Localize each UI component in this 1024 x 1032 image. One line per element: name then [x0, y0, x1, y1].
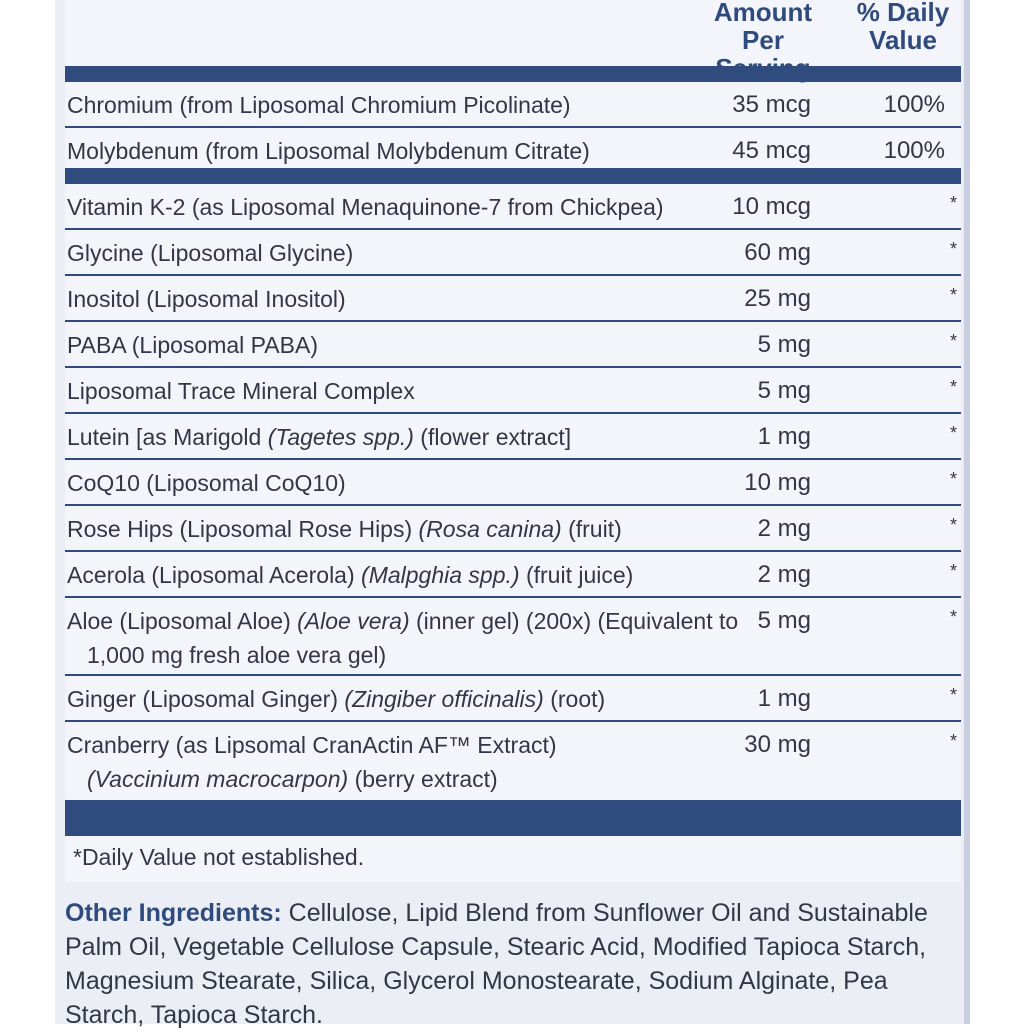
latin-name: (Zingiber officinalis)	[344, 686, 544, 712]
ingredient-name: PABA (Liposomal PABA)	[67, 332, 318, 358]
ingredient-name: Acerola (Liposomal Acerola) (Malpghia sp…	[67, 558, 707, 592]
nutrient-amount: 45 mcg	[732, 137, 811, 164]
table-row: CoQ10 (Liposomal CoQ10) 10 mg *	[65, 460, 961, 506]
header-divider-bar	[65, 66, 961, 82]
table-row: Liposomal Trace Mineral Complex 5 mg *	[65, 368, 961, 414]
ingredient-dv: *	[949, 515, 957, 535]
ingredient-dv: *	[949, 239, 957, 259]
table-row: Molybdenum (from Liposomal Molybdenum Ci…	[65, 128, 961, 168]
ingredient-name: Glycine (Liposomal Glycine)	[67, 240, 354, 266]
ingredient-name: CoQ10 (Liposomal CoQ10)	[67, 470, 346, 496]
table-row: Acerola (Liposomal Acerola) (Malpghia sp…	[65, 552, 961, 598]
table-row: Inositol (Liposomal Inositol) 25 mg *	[65, 276, 961, 322]
ingredient-dv: *	[949, 731, 957, 751]
other-ingredients-label: Other Ingredients:	[65, 899, 282, 927]
table-row: PABA (Liposomal PABA) 5 mg *	[65, 322, 961, 368]
ingredient-amount: 25 mg	[744, 285, 811, 312]
ingredient-dv: *	[949, 561, 957, 581]
name-part: Rose Hips (Liposomal Rose Hips)	[67, 516, 419, 542]
daily-value-footnote: *Daily Value not established.	[73, 844, 365, 870]
ingredient-name: Lutein [as Marigold (Tagetes spp.) (flow…	[67, 420, 707, 454]
ingredient-name: Inositol (Liposomal Inositol)	[67, 286, 346, 312]
dv-header-line2: Value	[869, 25, 937, 55]
nutrient-dv: 100%	[883, 137, 945, 164]
name-part: (berry extract)	[348, 766, 498, 792]
table-row: Rose Hips (Liposomal Rose Hips) (Rosa ca…	[65, 506, 961, 552]
name-part: (flower extract]	[413, 424, 572, 450]
table-row: Ginger (Liposomal Ginger) (Zingiber offi…	[65, 676, 961, 722]
daily-value-header: % Daily Value	[853, 0, 953, 54]
section-divider-bar	[65, 168, 961, 184]
amount-header-line1: Amount Per	[713, 0, 813, 55]
ingredient-dv: *	[949, 285, 957, 305]
table-row: Glycine (Liposomal Glycine) 60 mg *	[65, 230, 961, 276]
ingredient-name: Rose Hips (Liposomal Rose Hips) (Rosa ca…	[67, 512, 707, 546]
name-part: Ginger (Liposomal Ginger)	[67, 686, 345, 712]
ingredient-amount: 5 mg	[757, 377, 811, 404]
ingredient-dv: *	[949, 685, 957, 705]
table-row: Cranberry (as Lipsomal CranActin AF™ Ext…	[65, 722, 961, 800]
ingredient-amount: 2 mg	[757, 561, 811, 588]
other-ingredients-text: Cellulose, Lipid Blend from Sunflower Oi…	[65, 899, 928, 1029]
name-part: (fruit juice)	[519, 562, 634, 588]
name-part: Aloe (Liposomal Aloe)	[67, 608, 298, 634]
ingredient-name: Cranberry (as Lipsomal CranActin AF™ Ext…	[67, 728, 707, 796]
table-row: Chromium (from Liposomal Chromium Picoli…	[65, 82, 961, 128]
nutrient-name: Chromium (from Liposomal Chromium Picoli…	[67, 92, 571, 118]
ingredient-amount: 2 mg	[757, 515, 811, 542]
nutrient-dv: 100%	[883, 91, 945, 118]
name-part: (root)	[543, 686, 606, 712]
name-part: (inner gel) (200x) (Equivalent to	[409, 608, 739, 634]
latin-name: (Vaccinium macrocarpon)	[87, 766, 349, 792]
ingredient-name: Ginger (Liposomal Ginger) (Zingiber offi…	[67, 682, 707, 716]
ingredient-name: Liposomal Trace Mineral Complex	[67, 378, 415, 404]
name-line2: 1,000 mg fresh aloe vera gel)	[87, 642, 387, 668]
table-row: Vitamin K-2 (as Liposomal Menaquinone-7 …	[65, 184, 961, 230]
ingredient-amount: 5 mg	[757, 607, 811, 634]
latin-name: (Tagetes spp.)	[267, 424, 414, 450]
table-row: Lutein [as Marigold (Tagetes spp.) (flow…	[65, 414, 961, 460]
ingredient-amount: 1 mg	[757, 423, 811, 450]
ingredient-amount: 10 mg	[744, 469, 811, 496]
ingredient-amount: 1 mg	[757, 685, 811, 712]
ingredient-dv: *	[949, 607, 957, 627]
ingredient-amount: 60 mg	[744, 239, 811, 266]
name-part: (fruit)	[561, 516, 622, 542]
ingredient-dv: *	[949, 423, 957, 443]
ingredient-amount: 30 mg	[744, 731, 811, 758]
name-part: Acerola (Liposomal Acerola)	[67, 562, 362, 588]
bottom-divider-bar	[65, 800, 961, 836]
ingredient-amount: 5 mg	[757, 331, 811, 358]
ingredient-name: Aloe (Liposomal Aloe) (Aloe vera) (inner…	[67, 604, 738, 672]
supplement-facts-label: Amount Per Serving % Daily Value Chromiu…	[52, 0, 970, 1029]
other-ingredients: Other Ingredients: Cellulose, Lipid Blen…	[65, 896, 965, 1032]
ingredient-dv: *	[949, 377, 957, 397]
ingredient-amount: 10 mcg	[732, 193, 811, 220]
latin-name: (Rosa canina)	[418, 516, 562, 542]
name-part: Cranberry (as Lipsomal CranActin AF™ Ext…	[67, 732, 557, 758]
ingredient-dv: *	[949, 193, 957, 213]
facts-panel: Amount Per Serving % Daily Value Chromiu…	[65, 0, 961, 882]
nutrient-name: Molybdenum (from Liposomal Molybdenum Ci…	[67, 138, 590, 164]
table-header: Amount Per Serving % Daily Value	[65, 0, 961, 82]
ingredient-dv: *	[949, 469, 957, 489]
nutrient-amount: 35 mcg	[732, 91, 811, 118]
name-line2: (Vaccinium macrocarpon) (berry extract)	[67, 762, 707, 796]
table-row: Aloe (Liposomal Aloe) (Aloe vera) (inner…	[65, 598, 961, 676]
ingredient-name: Vitamin K-2 (as Liposomal Menaquinone-7 …	[67, 194, 664, 220]
name-part: Lutein [as Marigold	[67, 424, 268, 450]
ingredient-dv: *	[949, 331, 957, 351]
dv-header-line1: % Daily	[856, 0, 950, 27]
latin-name: (Aloe vera)	[297, 608, 410, 634]
latin-name: (Malpghia spp.)	[361, 562, 520, 588]
